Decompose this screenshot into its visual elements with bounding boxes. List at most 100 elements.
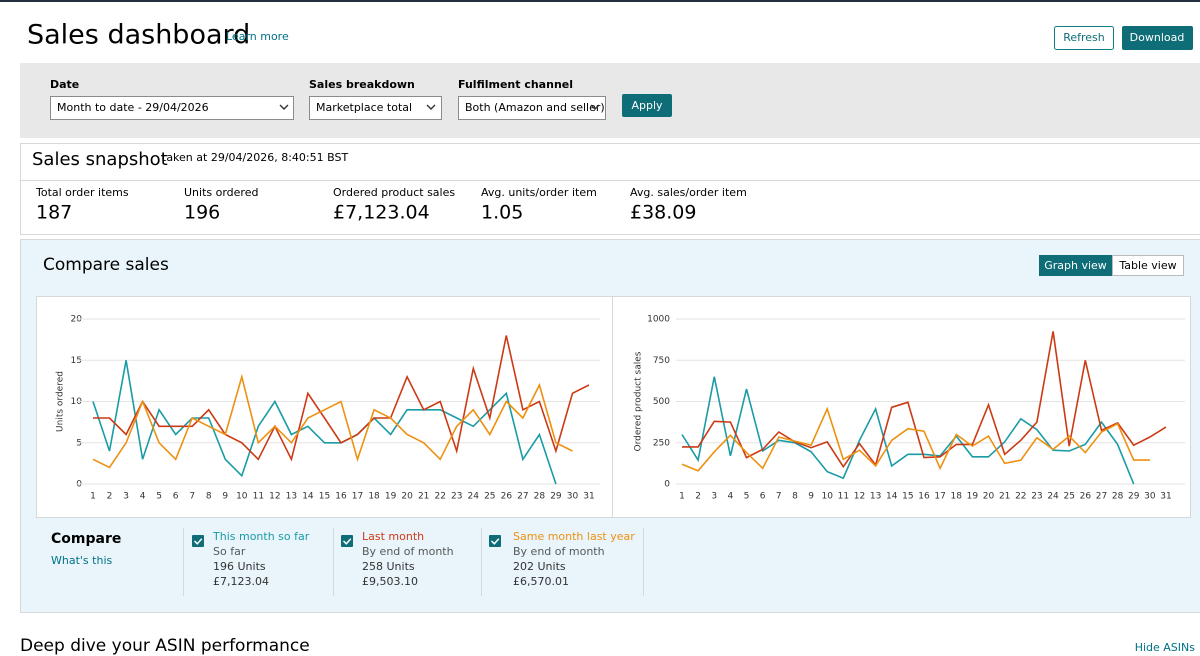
sales: £9,503.10 bbox=[362, 575, 418, 588]
x-tick-label: 19 bbox=[967, 492, 979, 502]
apply-button[interactable] bbox=[622, 94, 672, 117]
metric-value: £7,123.04 bbox=[333, 202, 430, 224]
table-view-label[interactable]: Table view bbox=[1118, 259, 1176, 272]
x-tick-label: 5 bbox=[156, 492, 162, 502]
x-tick-label: 27 bbox=[517, 492, 528, 502]
sales: £6,570.01 bbox=[513, 575, 569, 588]
x-tick-label: 10 bbox=[236, 492, 248, 502]
x-tick-label: 22 bbox=[1015, 492, 1026, 502]
metric-label: Avg. sales/order item bbox=[630, 186, 747, 199]
x-tick-label: 31 bbox=[583, 492, 594, 502]
series-line bbox=[92, 373, 573, 469]
filter-label: Fulfilment channel bbox=[458, 78, 573, 91]
x-tick-label: 8 bbox=[792, 492, 798, 502]
x-tick-label: 3 bbox=[711, 492, 717, 502]
x-tick-label: 12 bbox=[854, 492, 865, 502]
period: By end of month bbox=[362, 545, 454, 558]
x-tick-label: 17 bbox=[934, 492, 945, 502]
metric-value: 1.05 bbox=[481, 202, 523, 224]
units: 258 Units bbox=[362, 560, 415, 573]
refresh-button[interactable] bbox=[1054, 26, 1114, 50]
y-axis-label: Units ordered bbox=[56, 371, 66, 432]
units: 196 Units bbox=[213, 560, 266, 573]
x-tick-label: 5 bbox=[744, 492, 750, 502]
graph-view-button[interactable] bbox=[1039, 255, 1112, 276]
check bbox=[193, 538, 203, 545]
metric-label: Units ordered bbox=[184, 186, 258, 199]
apply-label[interactable]: Apply bbox=[631, 99, 663, 112]
top-bar bbox=[0, 0, 1200, 2]
metric-value: £38.09 bbox=[630, 202, 696, 224]
compare-title: Compare sales bbox=[43, 255, 169, 275]
chevron bbox=[279, 104, 289, 110]
x-tick-label: 25 bbox=[1063, 492, 1074, 502]
x-tick-label: 14 bbox=[886, 492, 898, 502]
x-tick-label: 30 bbox=[1144, 492, 1156, 502]
checkbox[interactable] bbox=[192, 535, 204, 547]
metric-label: Total order items bbox=[35, 186, 129, 199]
select-value[interactable]: Marketplace total bbox=[316, 101, 412, 114]
checkbox[interactable] bbox=[341, 535, 353, 547]
x-tick-label: 19 bbox=[385, 492, 397, 502]
y-tick-label: 250 bbox=[653, 438, 670, 448]
select-value[interactable]: Both (Amazon and seller) bbox=[465, 101, 605, 114]
series-line bbox=[681, 406, 1150, 472]
snapshot-time: taken at 29/04/2026, 8:40:51 BST bbox=[162, 151, 348, 164]
x-tick-label: 18 bbox=[368, 492, 380, 502]
y-tick-label: 0 bbox=[664, 480, 670, 490]
legend-name: Last month bbox=[362, 530, 424, 543]
section-title: Deep dive your ASIN performance bbox=[20, 636, 310, 656]
y-tick-label: 500 bbox=[653, 397, 670, 407]
legend-name: Same month last year bbox=[513, 530, 635, 543]
download-label[interactable]: Download bbox=[1130, 31, 1185, 44]
x-tick-label: 23 bbox=[1031, 492, 1042, 502]
metric-label: Avg. units/order item bbox=[481, 186, 597, 199]
breakdown-select[interactable] bbox=[309, 96, 442, 120]
select-value[interactable]: Month to date - 29/04/2026 bbox=[57, 101, 209, 114]
metric-label: Ordered product sales bbox=[333, 186, 455, 199]
period: So far bbox=[213, 545, 246, 558]
x-tick-label: 16 bbox=[918, 492, 930, 502]
filter-label: Date bbox=[50, 78, 79, 91]
x-tick-label: 3 bbox=[123, 492, 129, 502]
graph-view-label[interactable]: Graph view bbox=[1044, 259, 1107, 272]
check bbox=[490, 538, 500, 545]
x-tick-label: 8 bbox=[206, 492, 212, 502]
x-tick-label: 9 bbox=[808, 492, 814, 502]
table-view-button[interactable] bbox=[1112, 255, 1184, 276]
x-tick-label: 12 bbox=[269, 492, 280, 502]
x-tick-label: 24 bbox=[468, 492, 480, 502]
hide-asins-link[interactable]: Hide ASINs bbox=[1135, 641, 1196, 654]
legend-name: This month so far bbox=[212, 530, 310, 543]
x-tick-label: 26 bbox=[501, 492, 513, 502]
chevron bbox=[590, 104, 600, 110]
x-tick-label: 1 bbox=[90, 492, 96, 502]
learn-more-link[interactable]: Learn more bbox=[226, 30, 289, 43]
refresh-label[interactable]: Refresh bbox=[1063, 31, 1105, 44]
checkbox[interactable] bbox=[489, 535, 501, 547]
x-tick-label: 15 bbox=[902, 492, 913, 502]
x-tick-label: 29 bbox=[550, 492, 562, 502]
date-select[interactable] bbox=[50, 96, 294, 120]
x-tick-label: 11 bbox=[253, 492, 264, 502]
x-tick-label: 28 bbox=[1112, 492, 1124, 502]
x-tick-label: 4 bbox=[140, 492, 146, 502]
series-line bbox=[93, 335, 590, 462]
check bbox=[342, 538, 352, 545]
x-tick-label: 9 bbox=[222, 492, 228, 502]
download-button[interactable] bbox=[1122, 26, 1193, 50]
series-line bbox=[682, 331, 1167, 469]
y-axis-label: Ordered product sales bbox=[634, 351, 644, 451]
whats-this-link[interactable]: What's this bbox=[51, 554, 112, 567]
x-tick-label: 2 bbox=[107, 492, 113, 502]
compare-heading: Compare bbox=[51, 531, 121, 547]
channel-select[interactable] bbox=[458, 96, 606, 120]
sales: £7,123.04 bbox=[213, 575, 269, 588]
series-line bbox=[681, 376, 1135, 485]
x-tick-label: 13 bbox=[870, 492, 881, 502]
x-tick-label: 16 bbox=[335, 492, 347, 502]
filter-label: Sales breakdown bbox=[309, 78, 415, 91]
y-tick-label: 750 bbox=[653, 356, 670, 366]
